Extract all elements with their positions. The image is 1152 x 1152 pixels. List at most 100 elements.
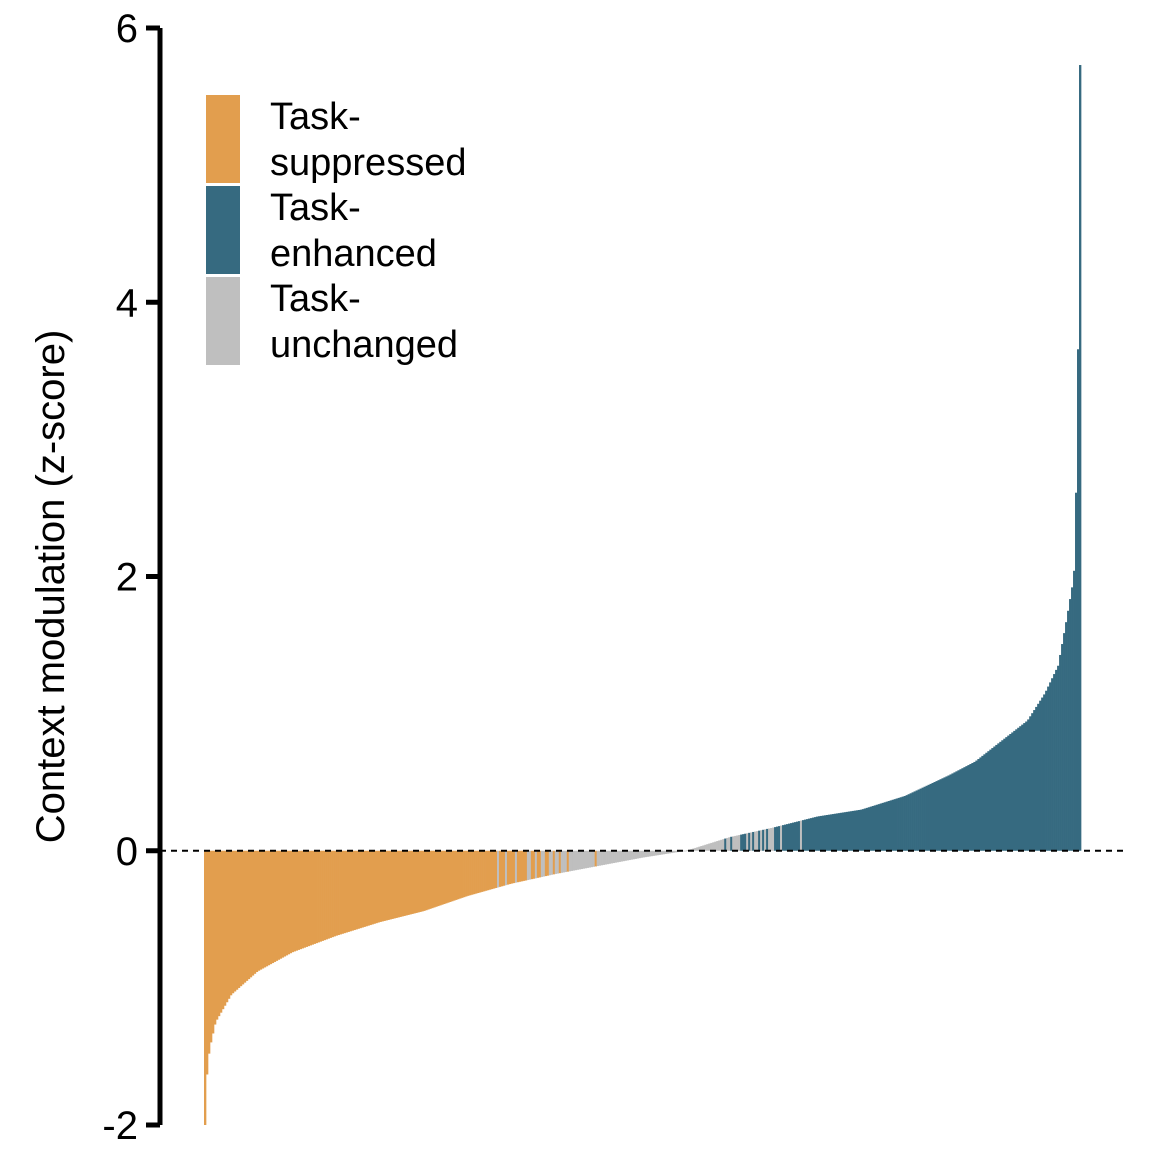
bar <box>1023 723 1026 851</box>
bar <box>223 850 227 1006</box>
bar <box>421 850 424 912</box>
y-tick-label: 0 <box>116 830 138 874</box>
bar <box>437 850 440 907</box>
bar <box>391 850 394 919</box>
bar <box>514 850 518 883</box>
bar <box>213 850 217 1025</box>
bar <box>225 850 229 1003</box>
bar <box>429 850 432 909</box>
bar <box>981 755 984 851</box>
bar <box>724 838 727 851</box>
bar <box>574 850 578 871</box>
bar <box>500 850 504 887</box>
bar <box>289 850 293 954</box>
bar <box>843 812 847 851</box>
bar <box>393 850 396 919</box>
bar <box>337 850 340 936</box>
bar <box>317 850 320 943</box>
bar <box>443 850 446 905</box>
bar <box>604 850 607 865</box>
bar <box>311 850 314 945</box>
bar <box>963 767 966 851</box>
bar <box>279 850 283 959</box>
bar <box>628 850 631 861</box>
bar <box>323 850 326 941</box>
bar <box>538 850 542 878</box>
bar <box>275 850 279 961</box>
bar <box>887 801 890 851</box>
bar <box>778 826 781 851</box>
legend-label: Task- <box>270 96 361 138</box>
bar <box>1065 622 1068 851</box>
bar <box>465 850 468 897</box>
bar <box>704 844 707 851</box>
bar <box>758 830 761 851</box>
bar <box>542 850 546 877</box>
bar <box>522 850 526 881</box>
bar <box>648 850 651 857</box>
bar <box>371 850 374 925</box>
bar <box>1063 633 1066 851</box>
bar <box>708 843 711 851</box>
bar <box>526 850 530 881</box>
bar <box>1031 713 1034 851</box>
bar <box>809 818 813 851</box>
bar <box>271 850 275 964</box>
bar <box>921 787 924 851</box>
bar <box>341 850 344 934</box>
bar <box>606 850 609 865</box>
bar <box>546 850 550 876</box>
bar <box>417 850 420 913</box>
bar <box>985 752 988 851</box>
bar <box>825 815 829 851</box>
legend-label: Task- <box>270 278 361 320</box>
legend: Task-suppressedTask-enhancedTask-unchang… <box>206 95 466 366</box>
bar <box>608 850 611 864</box>
bar <box>616 850 619 863</box>
bar <box>518 850 522 882</box>
legend-label: unchanged <box>270 324 458 366</box>
bar <box>251 850 255 976</box>
bar <box>1051 678 1054 851</box>
bar <box>672 850 675 853</box>
bar <box>249 850 253 978</box>
bar <box>381 850 384 922</box>
bar <box>453 850 456 901</box>
bar <box>853 810 857 851</box>
bar <box>331 850 334 938</box>
bar <box>720 839 723 851</box>
bar <box>799 820 803 851</box>
bar <box>207 850 211 1054</box>
bar <box>481 850 484 892</box>
bar <box>821 815 825 851</box>
bar <box>449 850 452 902</box>
bar <box>485 850 488 891</box>
bar <box>867 807 871 851</box>
bar <box>477 850 480 894</box>
bar <box>1061 644 1064 851</box>
bar <box>439 850 442 906</box>
bar <box>508 850 512 885</box>
bar <box>951 773 954 851</box>
bars-group <box>204 65 1082 1125</box>
bar <box>612 850 615 864</box>
bar <box>961 768 964 851</box>
bar <box>791 822 795 851</box>
bar <box>233 850 237 992</box>
bar <box>457 850 460 900</box>
bar <box>554 850 558 874</box>
bar <box>919 788 922 851</box>
bar <box>303 850 306 948</box>
bar <box>205 850 209 1075</box>
bar <box>237 850 241 988</box>
bar <box>1017 727 1020 851</box>
bar <box>550 850 554 875</box>
bar <box>315 850 318 944</box>
bar <box>776 826 779 851</box>
bar <box>568 850 572 872</box>
bar <box>419 850 422 912</box>
bar <box>387 850 390 920</box>
bar <box>243 850 247 983</box>
bar <box>502 850 506 886</box>
bar <box>333 850 336 937</box>
